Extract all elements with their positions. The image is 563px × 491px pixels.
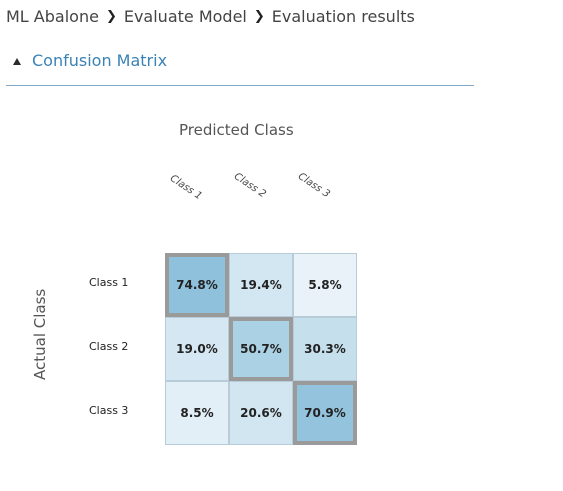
collapse-triangle-icon[interactable] bbox=[13, 58, 21, 65]
breadcrumb-item-experiment[interactable]: ML Abalone bbox=[6, 6, 99, 26]
column-header-class-3: Class 3 bbox=[295, 171, 332, 201]
matrix-cell-r1-c1: 74.8% bbox=[165, 253, 229, 317]
breadcrumb-item-current: Evaluation results bbox=[271, 6, 415, 26]
matrix-cell-r1-c3: 5.8% bbox=[293, 253, 357, 317]
chevron-right-icon: ❯ bbox=[105, 8, 117, 24]
row-header-class-2: Class 2 bbox=[89, 340, 129, 353]
breadcrumb-item-module[interactable]: Evaluate Model bbox=[123, 6, 247, 26]
matrix-cell-r2-c1: 19.0% bbox=[165, 317, 229, 381]
confusion-matrix-section-toggle[interactable]: Confusion Matrix bbox=[13, 51, 167, 70]
row-header-class-3: Class 3 bbox=[89, 404, 129, 417]
matrix-cell-r3-c3: 70.9% bbox=[293, 381, 357, 445]
row-header-class-1: Class 1 bbox=[89, 276, 129, 289]
matrix-cell-r2-c2: 50.7% bbox=[229, 317, 293, 381]
column-header-class-1: Class 1 bbox=[167, 173, 204, 203]
matrix-cell-r3-c2: 20.6% bbox=[229, 381, 293, 445]
actual-class-axis-label: Actual Class bbox=[31, 288, 49, 380]
matrix-cell-r1-c2: 19.4% bbox=[229, 253, 293, 317]
breadcrumb: ML Abalone ❯ Evaluate Model ❯ Evaluation… bbox=[6, 5, 415, 27]
section-divider bbox=[6, 85, 474, 86]
chevron-right-icon: ❯ bbox=[253, 8, 265, 24]
matrix-cell-r3-c1: 8.5% bbox=[165, 381, 229, 445]
column-header-class-2: Class 2 bbox=[231, 171, 268, 201]
predicted-class-axis-label: Predicted Class bbox=[179, 121, 294, 139]
matrix-cell-r2-c3: 30.3% bbox=[293, 317, 357, 381]
section-title: Confusion Matrix bbox=[32, 51, 168, 70]
